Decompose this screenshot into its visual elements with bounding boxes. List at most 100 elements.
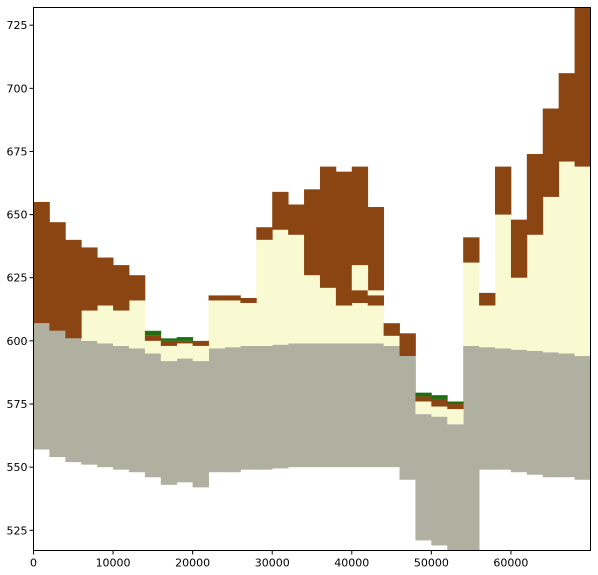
y-tick-label: 550 — [7, 461, 28, 474]
layer-brown-cell — [479, 292, 496, 306]
layer-cream-cell — [415, 401, 432, 415]
x-tick-label: 50000 — [414, 557, 449, 570]
layer-grey-cell — [144, 353, 162, 478]
layer-grey-cell — [510, 349, 528, 473]
layer-cream-cell — [256, 239, 273, 346]
layer-grey-cell — [256, 345, 273, 470]
layer-brown-cell — [526, 153, 544, 235]
x-tick-label: 40000 — [334, 557, 369, 570]
layer-cream-cell — [128, 300, 146, 349]
layer-grey-cell — [81, 340, 98, 465]
layer-cream-cell — [447, 409, 464, 425]
layer-grey-cell — [367, 343, 385, 468]
layer-green-cell — [447, 401, 464, 405]
layer-cream-cell — [335, 305, 353, 344]
layer-grey-cell — [558, 353, 575, 478]
layer-cream-cell — [463, 262, 480, 346]
layer-grey-cell — [288, 343, 305, 468]
layer-brown-cell — [558, 73, 575, 162]
layer-brown-cell — [542, 108, 560, 197]
layer-grey-cell — [128, 348, 146, 473]
layer-cream-cell — [495, 214, 512, 349]
layer-brown-cell — [510, 219, 528, 278]
layer-grey-cell — [224, 347, 241, 473]
layer-green-cell — [160, 338, 178, 341]
x-tick-label: 60000 — [493, 557, 528, 570]
layer-grey-cell — [160, 361, 178, 485]
layer-grey-cell — [574, 356, 591, 480]
layer-brown-cell — [383, 323, 400, 336]
x-tick-label: 10000 — [96, 557, 131, 570]
layer-grey-cell — [415, 414, 432, 541]
layer-green-cell — [431, 395, 448, 399]
layer-grey-cell — [272, 344, 289, 469]
layer-brown-cell — [335, 171, 353, 306]
layer-cream-cell — [97, 305, 114, 344]
layer-cream-cell — [510, 277, 528, 350]
layer-brown-cell — [574, 7, 591, 167]
layer-grey-cell — [351, 343, 369, 468]
y-tick-label: 575 — [7, 398, 28, 411]
layer-brown-cell — [81, 247, 98, 311]
layer-brown-cell — [33, 201, 50, 324]
layer-brown-cell — [399, 333, 416, 357]
layer-grey-cell — [383, 345, 400, 468]
layer-brown-cell — [319, 166, 337, 288]
x-tick-label: 0 — [30, 557, 37, 570]
x-tick-label: 30000 — [255, 557, 290, 570]
layer-grey-cell — [49, 330, 66, 458]
layer-cream-cell — [383, 335, 400, 346]
layer-cream-cell — [351, 302, 369, 344]
layer-brown-cell — [272, 191, 289, 230]
layer-grey-cell — [65, 338, 82, 463]
layer-grey-cell — [208, 348, 225, 473]
layer-brown-cell — [288, 204, 305, 235]
layer-cream-cell — [542, 196, 560, 353]
layer-cream-cell — [81, 310, 98, 341]
y-tick-label: 525 — [7, 524, 28, 537]
layer-green-cell — [144, 330, 162, 336]
layer-cream-cell — [367, 305, 385, 344]
y-tick-label: 675 — [7, 145, 28, 158]
layer-cream-cell — [208, 300, 225, 349]
layer-cream-cell — [113, 310, 130, 346]
layer-cream-cell — [240, 302, 257, 346]
layer-grey-cell — [431, 416, 448, 546]
layer-brown-cell — [65, 239, 82, 339]
layer-grey-cell — [97, 343, 114, 468]
layer-cream-cell — [558, 161, 575, 354]
layer-cream-cell — [144, 340, 162, 354]
layer-cream-cell — [367, 290, 385, 296]
layer-brown-cell — [495, 166, 512, 215]
layer-grey-cell — [479, 347, 496, 470]
layer-grey-cell — [113, 345, 130, 470]
layer-brown-cell — [160, 340, 178, 346]
layer-brown-cell — [49, 222, 66, 331]
layer-grey-cell — [495, 348, 512, 470]
x-tick-label: 20000 — [175, 557, 210, 570]
plot-area — [33, 7, 591, 551]
layer-cream-cell — [224, 300, 241, 348]
layer-cream-cell — [431, 406, 448, 417]
layer-green-cell — [176, 337, 194, 341]
layer-brown-cell — [304, 189, 321, 276]
layer-cream-cell — [574, 166, 591, 357]
layer-brown-cell — [415, 396, 432, 402]
layer-brown-cell — [447, 404, 464, 410]
y-tick-label: 625 — [7, 272, 28, 285]
layer-grey-cell — [33, 323, 50, 450]
layer-grey-cell — [542, 352, 560, 478]
layer-grey-cell — [319, 343, 337, 468]
layer-brown-cell — [113, 265, 130, 311]
layer-cream-cell — [526, 234, 544, 351]
layer-brown-cell — [208, 295, 225, 301]
layer-cream-cell — [272, 229, 289, 345]
layer-brown-cell — [192, 340, 209, 346]
layer-grey-cell — [399, 356, 416, 480]
y-tick-label: 600 — [7, 335, 28, 348]
layer-brown-cell — [431, 398, 448, 407]
layer-brown-cell — [144, 335, 162, 341]
layer-grey-cell — [304, 343, 321, 468]
y-tick-label: 650 — [7, 209, 28, 222]
